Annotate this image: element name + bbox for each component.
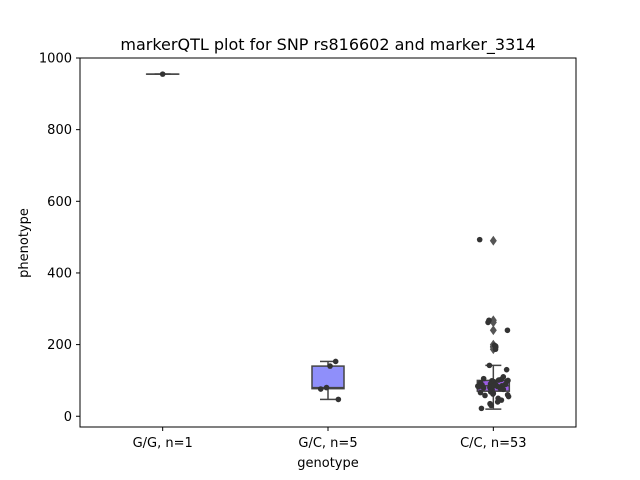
y-tick-label: 1000 (39, 52, 72, 67)
plot-area (145, 71, 512, 412)
y-axis: 0 200 400 600 800 1000 (39, 52, 80, 425)
x-tick-label: G/G, n=1 (133, 436, 193, 451)
data-point (335, 396, 342, 403)
data-point (476, 236, 483, 243)
y-axis-label: phenotype (17, 208, 32, 278)
data-point (485, 319, 491, 326)
chart-title: markerQTL plot for SNP rs816602 and mark… (120, 35, 535, 55)
outlier-marker (489, 325, 497, 336)
data-point (477, 389, 484, 396)
data-point (488, 402, 494, 409)
data-point (317, 386, 324, 392)
y-tick-label: 600 (47, 195, 72, 210)
data-point (494, 399, 501, 405)
data-point (478, 405, 485, 412)
data-point (480, 375, 487, 382)
data-point (480, 385, 487, 391)
data-point (332, 358, 339, 365)
data-point (159, 71, 166, 77)
x-tick-label: G/C, n=5 (298, 436, 357, 451)
data-point (492, 346, 499, 353)
data-point (486, 362, 493, 369)
data-point (482, 392, 488, 399)
plot-frame (79, 57, 577, 428)
data-point (323, 384, 330, 391)
data-point (327, 363, 333, 369)
y-tick-label: 800 (47, 123, 72, 138)
y-tick-label: 200 (47, 338, 72, 353)
x-axis: G/G, n=1 G/C, n=5 C/C, n=53 (133, 427, 527, 451)
y-tick-label: 0 (64, 410, 72, 425)
x-tick-label: C/C, n=53 (460, 436, 526, 451)
data-point (500, 386, 507, 393)
data-point (495, 377, 502, 383)
data-point (475, 384, 482, 390)
data-point (505, 393, 512, 400)
y-tick-label: 400 (47, 266, 72, 281)
data-point (490, 391, 496, 397)
data-point (504, 327, 511, 334)
outlier-marker (489, 235, 497, 246)
data-point (503, 366, 510, 373)
x-axis-label: genotype (297, 456, 358, 471)
